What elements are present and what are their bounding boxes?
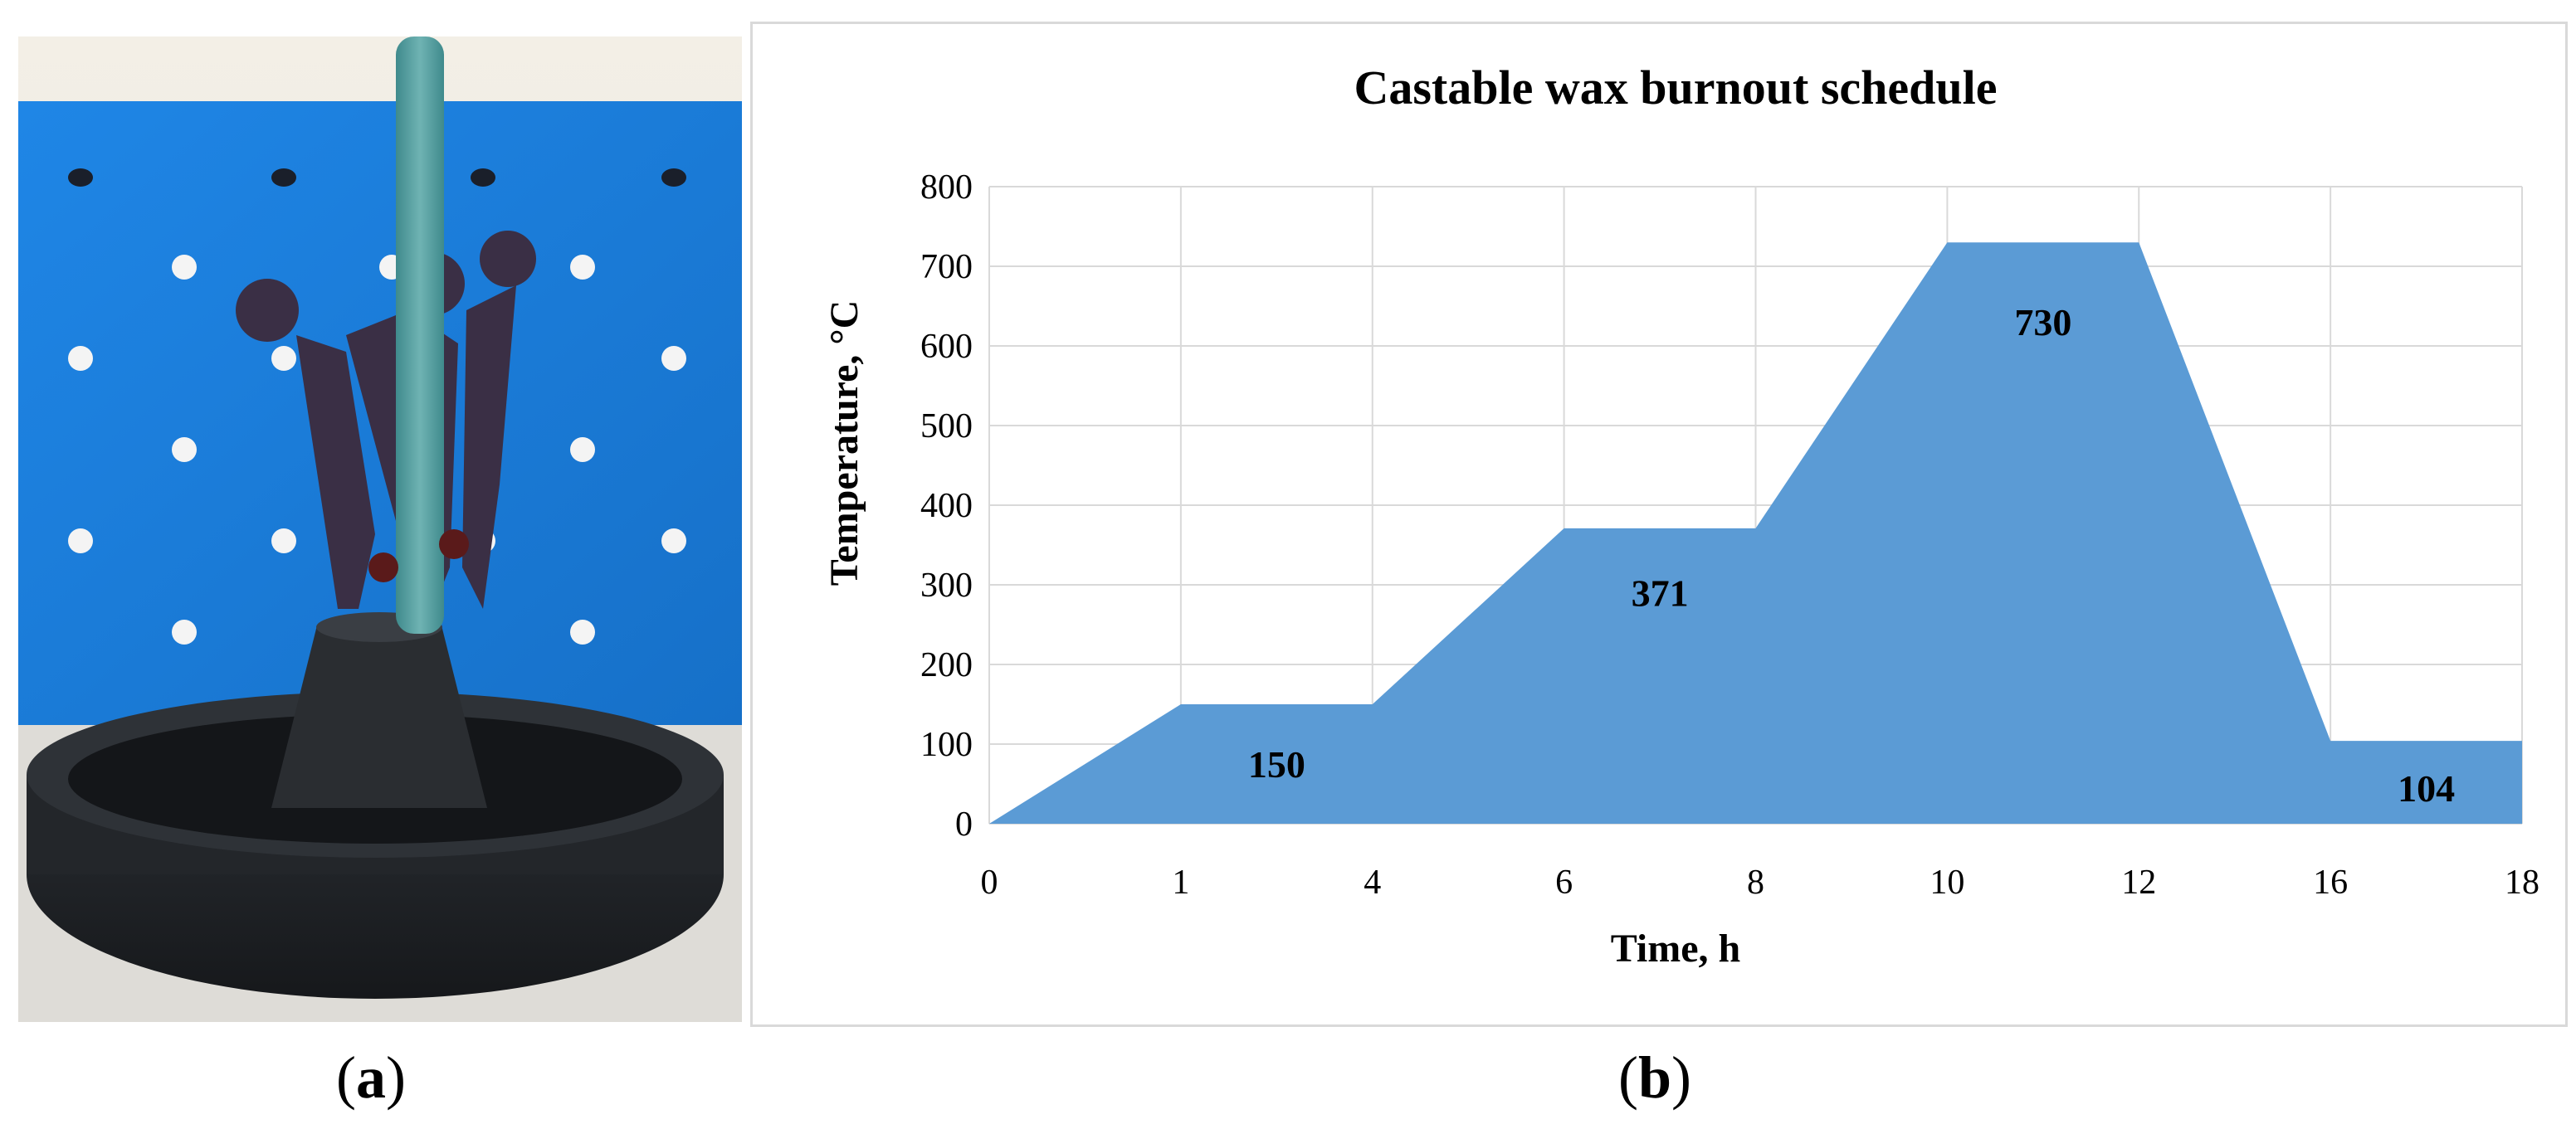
y-tick-label: 400: [920, 487, 973, 525]
wax-tree-illustration: [18, 36, 742, 1022]
x-tick-label: 6: [1555, 864, 1573, 902]
chart-title: Castable wax burnout schedule: [1354, 61, 1997, 114]
x-tick-label: 8: [1747, 864, 1764, 902]
x-tick-label: 10: [1930, 864, 1964, 902]
caption-a: (a): [336, 1044, 406, 1111]
caption-b: (b): [1618, 1044, 1692, 1111]
wax-tree-photo: [18, 36, 742, 1022]
x-axis-label: Time, h: [1611, 927, 1740, 971]
y-tick-label: 100: [920, 726, 973, 764]
y-tick-label: 600: [920, 328, 973, 366]
y-tick-label: 200: [920, 646, 973, 684]
y-axis-label: Temperature, °C: [822, 300, 866, 586]
y-tick-label: 800: [920, 168, 973, 207]
x-tick-label: 1: [1172, 864, 1189, 902]
x-tick-label: 4: [1364, 864, 1381, 902]
temperature-area: [989, 242, 2522, 824]
chart-panel: Castable wax burnout schedule 0 100 200 300…: [750, 22, 2568, 1027]
data-label: 371: [1632, 572, 1689, 615]
pegboard-holes: [68, 168, 686, 645]
y-tick-label: 700: [920, 248, 973, 286]
x-tick-label: 12: [2121, 864, 2156, 902]
y-tick-label: 0: [955, 805, 973, 844]
data-label: 150: [1248, 743, 1305, 786]
y-tick-label: 300: [920, 567, 973, 605]
x-tick-label: 0: [981, 864, 998, 902]
data-label: 730: [2014, 301, 2071, 343]
x-tick-label: 16: [2313, 864, 2348, 902]
data-label: 104: [2398, 767, 2455, 810]
sprue-cone: [271, 625, 487, 808]
sprue-rod: [396, 36, 444, 634]
y-tick-label: 500: [920, 407, 973, 445]
burnout-chart: Castable wax burnout schedule 0100200300…: [822, 61, 2539, 971]
x-tick-label: 18: [2505, 864, 2539, 902]
